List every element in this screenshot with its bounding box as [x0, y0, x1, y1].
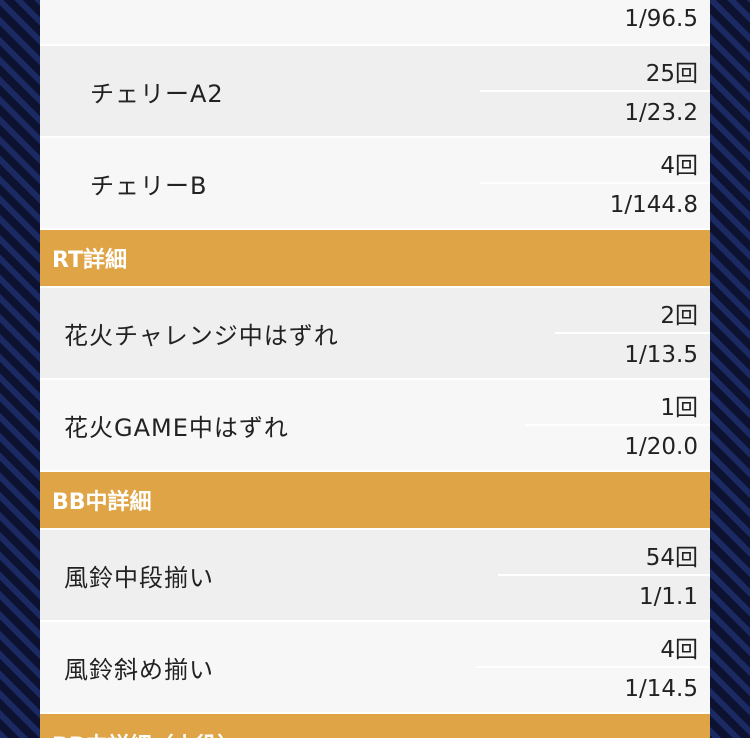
row-divider [555, 332, 710, 334]
row-bb-item: 風鈴斜め揃い 4回 1/14.5 [40, 622, 710, 712]
row-rt-item: 花火チャレンジ中はずれ 2回 1/13.5 [40, 288, 710, 378]
row-bb-item: 風鈴中段揃い 54回 1/1.1 [40, 530, 710, 620]
partial-prob: 1/96.5 [624, 6, 698, 32]
row-label: 風鈴中段揃い [64, 563, 214, 592]
row-label: チェリーA2 [90, 79, 224, 108]
row-divider [476, 666, 710, 668]
row-divider [525, 424, 710, 426]
partial-row: 1/96.5 [40, 0, 710, 44]
row-cherry-a2: チェリーA2 25回 1/23.2 [40, 46, 710, 136]
row-prob: 1/23.2 [624, 100, 698, 126]
row-prob: 1/13.5 [624, 342, 698, 368]
row-cherry-b: チェリーB 4回 1/144.8 [40, 138, 710, 228]
row-label: 花火チャレンジ中はずれ [64, 321, 339, 350]
row-label: 風鈴斜め揃い [64, 655, 214, 684]
row-count: 1回 [660, 395, 698, 421]
row-divider [480, 90, 710, 92]
section-header-bb: BB中詳細 [40, 472, 710, 528]
row-prob: 1/144.8 [609, 192, 698, 218]
row-divider [480, 182, 710, 184]
row-divider [498, 574, 710, 576]
row-label: 花火GAME中はずれ [64, 413, 289, 442]
data-panel: 1/96.5 チェリーA2 25回 1/23.2 チェリーB 4回 1/144.… [40, 0, 710, 738]
row-count: 4回 [660, 153, 698, 179]
row-count: 54回 [645, 545, 698, 571]
row-count: 4回 [660, 637, 698, 663]
row-prob: 1/20.0 [624, 434, 698, 460]
row-rt-item: 花火GAME中はずれ 1回 1/20.0 [40, 380, 710, 470]
row-prob: 1/1.1 [639, 584, 698, 610]
section-header-rt: RT詳細 [40, 230, 710, 286]
row-count: 2回 [660, 303, 698, 329]
section-header-next: BB中詳細（小役） [40, 714, 710, 738]
row-prob: 1/14.5 [624, 676, 698, 702]
row-label: チェリーB [90, 171, 208, 200]
row-count: 25回 [645, 61, 698, 87]
